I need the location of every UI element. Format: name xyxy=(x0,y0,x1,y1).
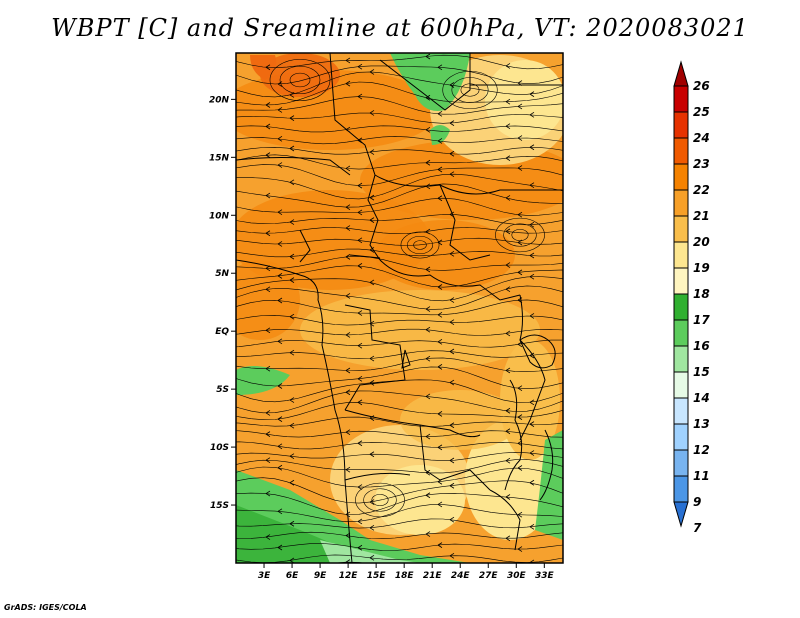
country-borders xyxy=(236,53,563,563)
lon-tick-label: 6E xyxy=(286,571,299,581)
colorbar-label: 23 xyxy=(693,157,710,171)
colorbar-swatch xyxy=(673,345,689,373)
colorbar-swatch xyxy=(673,267,689,295)
lat-tick-label: 10S xyxy=(210,443,229,453)
lat-tick-label: 20N xyxy=(209,95,230,105)
lat-tick-label: 5N xyxy=(215,269,229,279)
colorbar-swatch xyxy=(673,137,689,165)
lon-tick-label: 27E xyxy=(479,571,499,581)
colorbar-swatch xyxy=(673,189,689,217)
colorbar-swatch xyxy=(673,475,689,503)
lon-tick-label: 18E xyxy=(395,571,415,581)
map-frame xyxy=(235,52,564,564)
lon-tick-label: 24E xyxy=(451,571,471,581)
streamlines xyxy=(236,53,563,563)
colorbar-label: 14 xyxy=(693,391,710,405)
colorbar-label: 17 xyxy=(693,313,710,327)
lat-tick-label: 5S xyxy=(216,385,229,395)
latitude-axis: 20N 15N 10N 5N EQ 5S 10S 15S xyxy=(209,95,236,511)
colorbar-label: 20 xyxy=(693,235,710,249)
colorbar-label: 7 xyxy=(693,521,702,535)
colorbar-swatch xyxy=(673,215,689,243)
colorbar-label: 12 xyxy=(693,443,710,457)
colorbar-swatch xyxy=(673,163,689,191)
credit-label: GrADS: IGES/COLA xyxy=(4,603,87,612)
colorbar-top-arrow xyxy=(673,60,689,87)
colorbar-bottom-arrow xyxy=(673,501,689,528)
colorbar-label: 15 xyxy=(693,365,710,379)
colorbar-label: 16 xyxy=(693,339,710,353)
colorbar-swatch xyxy=(673,85,689,113)
lat-tick-label: EQ xyxy=(215,327,229,337)
wbpt-field xyxy=(236,53,563,563)
colorbar-swatch xyxy=(673,397,689,425)
lon-tick-label: 9E xyxy=(314,571,327,581)
lon-tick-label: 33E xyxy=(535,571,555,581)
map-title: WBPT [C] and Sreamline at 600hPa, VT: 20… xyxy=(51,14,749,42)
colorbar-label: 21 xyxy=(693,209,710,223)
colorbar-label: 18 xyxy=(693,287,710,301)
colorbar-swatch xyxy=(673,449,689,477)
lon-tick-label: 12E xyxy=(339,571,359,581)
lat-tick-label: 15S xyxy=(210,501,229,511)
lat-tick-label: 15N xyxy=(209,153,230,163)
colorbar-swatch xyxy=(673,111,689,139)
lon-tick-label: 21E xyxy=(423,571,443,581)
colorbar-swatch xyxy=(673,371,689,399)
lon-tick-label: 15E xyxy=(367,571,387,581)
colorbar-swatch xyxy=(673,293,689,321)
colorbar-label: 13 xyxy=(693,417,710,431)
colorbar-label: 25 xyxy=(693,105,710,119)
colorbar-label: 11 xyxy=(693,469,710,483)
colorbar-label: 26 xyxy=(693,79,710,93)
colorbar: 26 25 24 23 22 21 20 19 18 17 16 15 14 13 12 11 9 7 xyxy=(673,60,710,535)
colorbar-swatch xyxy=(673,319,689,347)
colorbar-label: 22 xyxy=(693,183,710,197)
colorbar-swatch xyxy=(673,241,689,269)
colorbar-swatch xyxy=(673,423,689,451)
colorbar-label: 19 xyxy=(693,261,710,275)
colorbar-label: 24 xyxy=(693,131,710,145)
lat-tick-label: 10N xyxy=(209,211,230,221)
lon-tick-label: 30E xyxy=(507,571,527,581)
colorbar-label: 9 xyxy=(693,495,701,509)
longitude-axis: 3E 6E 9E 12E 15E 18E 21E 24E 27E 30E 33E xyxy=(258,563,555,581)
lon-tick-label: 3E xyxy=(258,571,271,581)
